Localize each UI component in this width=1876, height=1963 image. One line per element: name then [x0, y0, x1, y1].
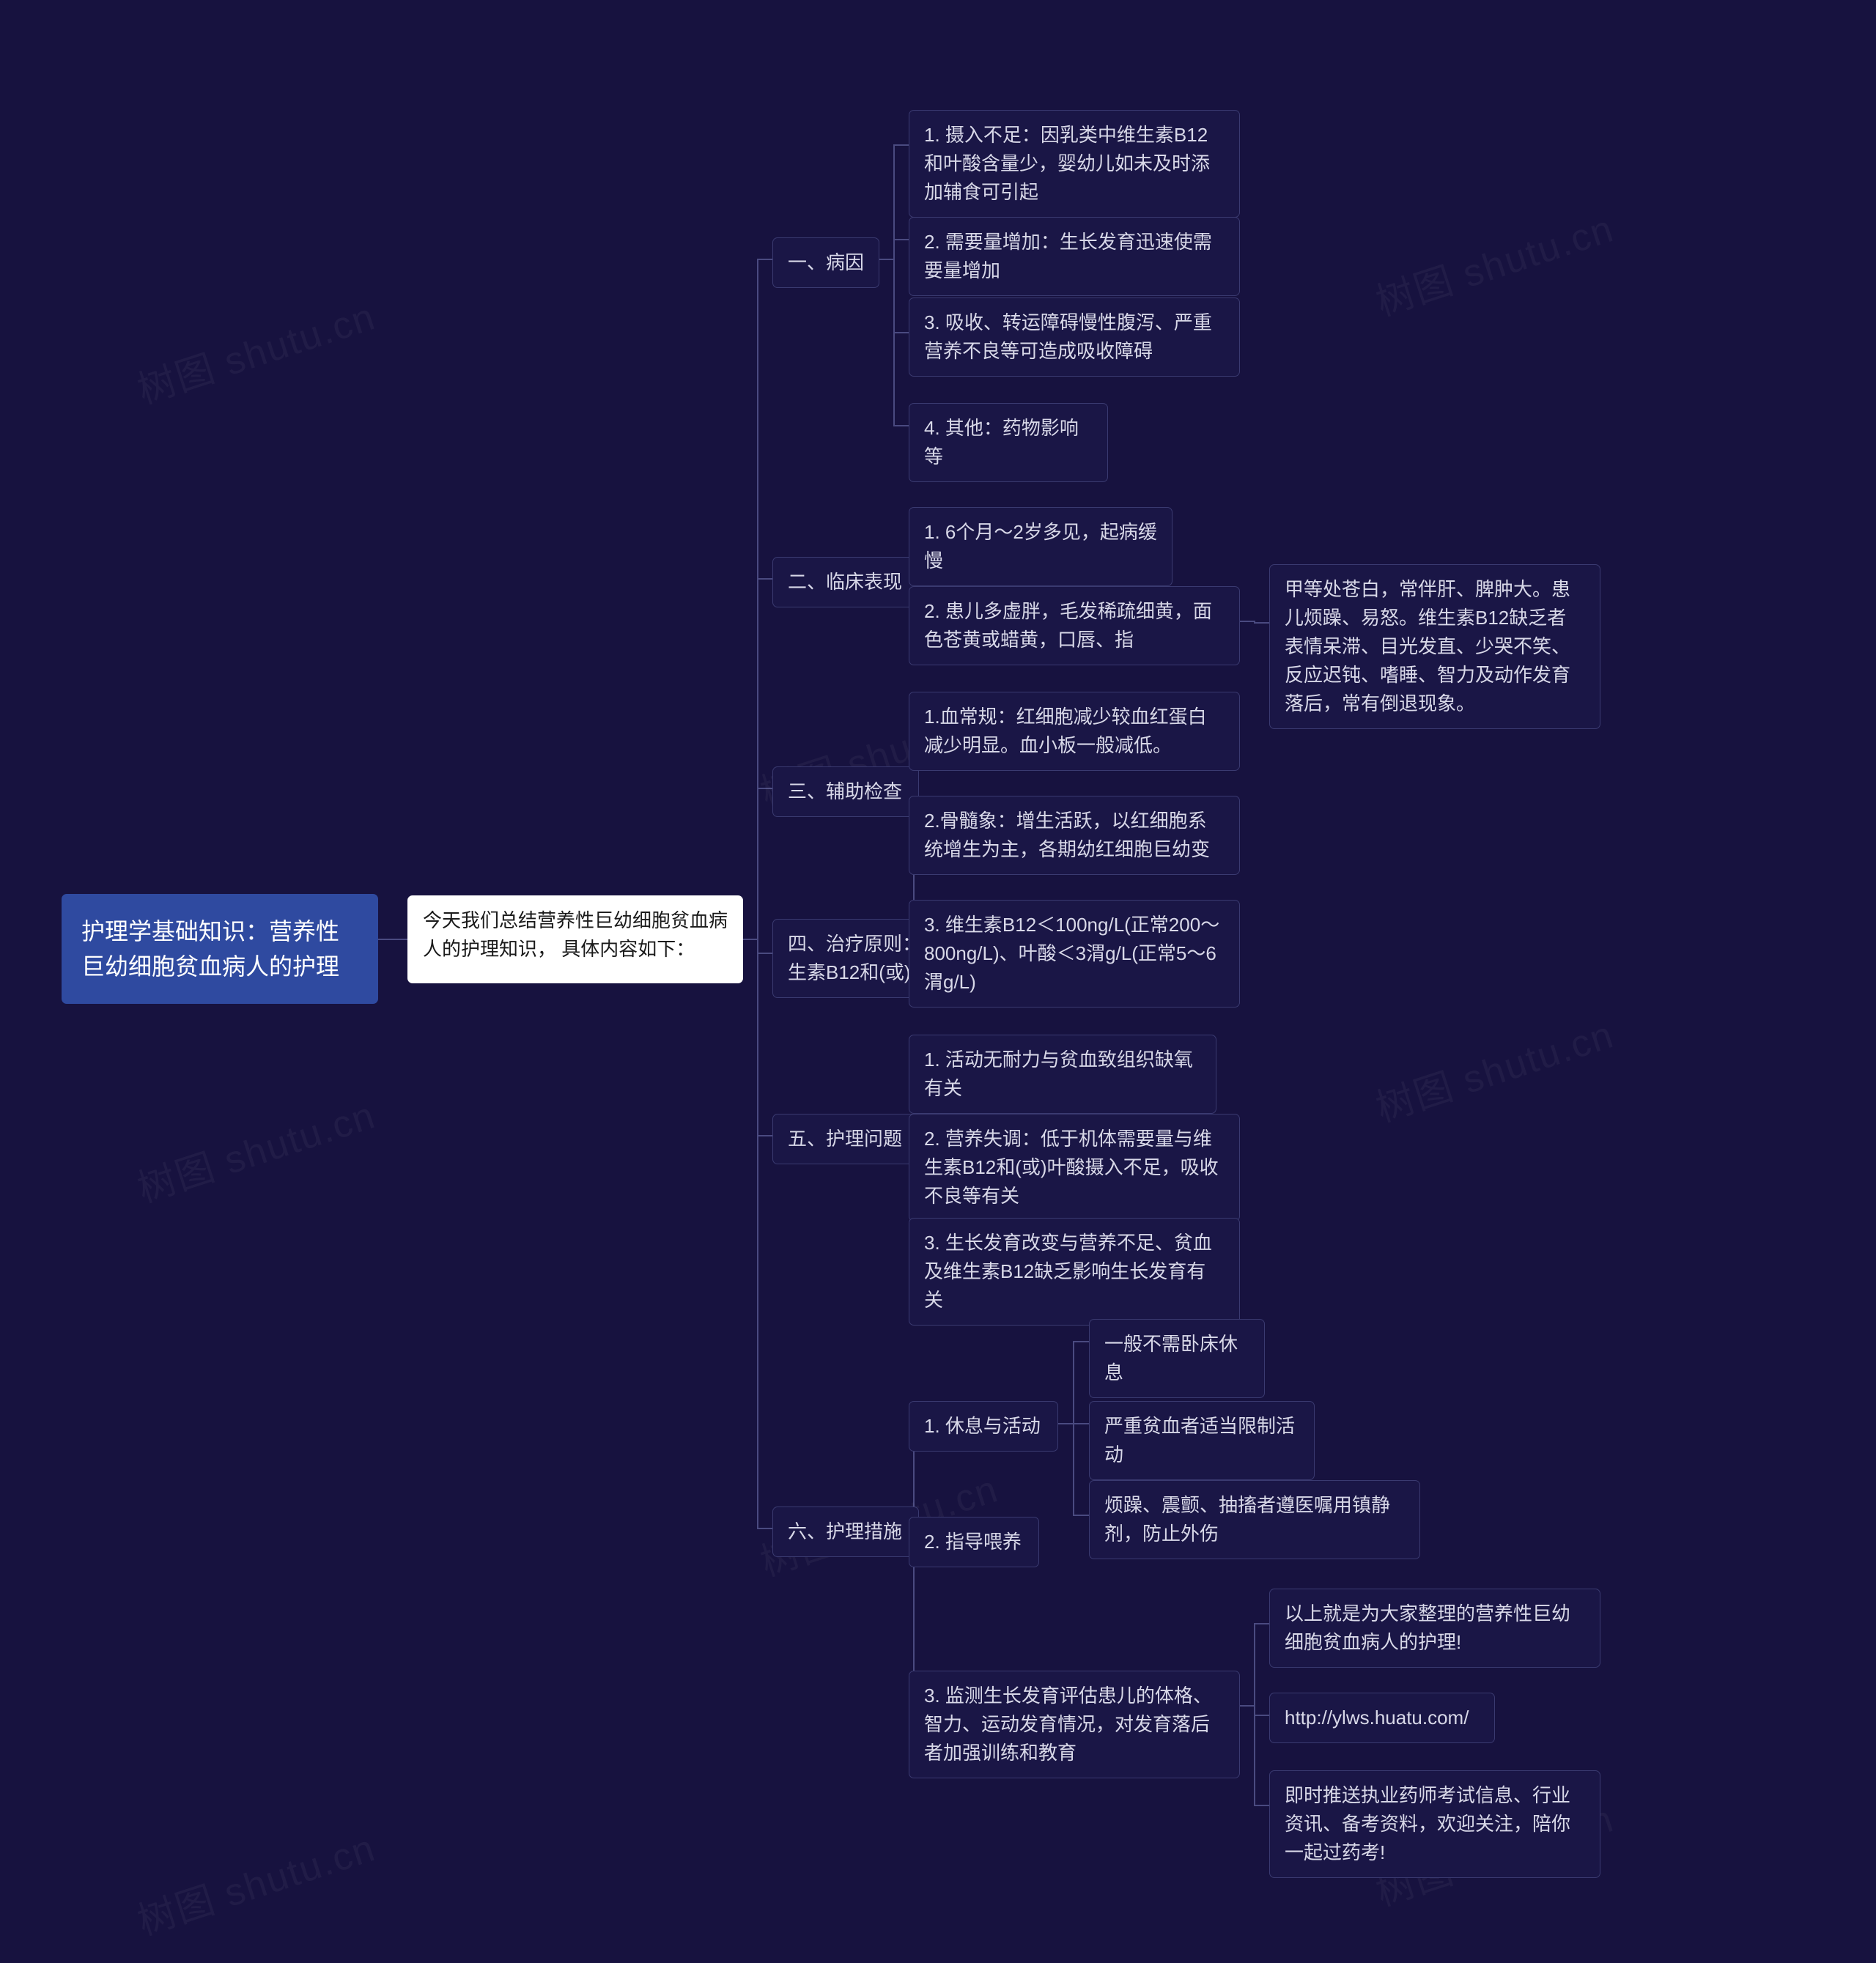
node-s6_3[interactable]: 3. 监测生长发育评估患儿的体格、智力、运动发育情况，对发育落后者加强训练和教育	[909, 1671, 1240, 1778]
edge-intro-s6	[743, 939, 772, 1528]
edge-intro-s4	[743, 939, 772, 953]
edge-s1-s1_2	[879, 240, 909, 259]
watermark: 树图 shutu.cn	[130, 1817, 382, 1945]
watermark: 树图 shutu.cn	[1368, 1004, 1620, 1132]
edge-s6_1-s6_1c	[1058, 1424, 1089, 1515]
node-s3_3[interactable]: 3. 维生素B12＜100ng/L(正常200～800ng/L)、叶酸＜3渭g/…	[909, 900, 1240, 1008]
edge-s1-s1_1	[879, 145, 909, 259]
edge-s6_3-s6_3a	[1240, 1624, 1269, 1706]
node-s1[interactable]: 一、病因	[772, 237, 879, 288]
node-s2[interactable]: 二、临床表现	[772, 557, 919, 607]
node-s6_1b[interactable]: 严重贫血者适当限制活动	[1089, 1401, 1315, 1480]
node-s2_2d[interactable]: 甲等处苍白，常伴肝、脾肿大。患儿烦躁、易怒。维生素B12缺乏者表情呆滞、目光发直…	[1269, 564, 1600, 729]
node-s3[interactable]: 三、辅助检查	[772, 766, 919, 817]
node-s6_1[interactable]: 1. 休息与活动	[909, 1401, 1058, 1452]
node-s5_2[interactable]: 2. 营养失调：低于机体需要量与维生素B12和(或)叶酸摄入不足，吸收不良等有关	[909, 1114, 1240, 1221]
edge-intro-s3	[743, 788, 772, 939]
watermark: 树图 shutu.cn	[130, 286, 382, 414]
edge-intro-s5	[743, 939, 772, 1136]
watermark: 树图 shutu.cn	[130, 1084, 382, 1213]
edge-s1-s1_4	[879, 259, 909, 426]
edge-s6_3-s6_3b	[1240, 1706, 1269, 1715]
node-s6_3b[interactable]: http://ylws.huatu.com/	[1269, 1693, 1495, 1743]
edge-intro-s1	[743, 259, 772, 939]
node-s5_1[interactable]: 1. 活动无耐力与贫血致组织缺氧有关	[909, 1035, 1216, 1114]
node-s6_3a[interactable]: 以上就是为大家整理的营养性巨幼细胞贫血病人的护理!	[1269, 1589, 1600, 1668]
node-s6_1c[interactable]: 烦躁、震颤、抽搐者遵医嘱用镇静剂，防止外伤	[1089, 1480, 1420, 1559]
node-s6[interactable]: 六、护理措施	[772, 1507, 919, 1557]
edge-s2_2-s2_2d	[1240, 621, 1269, 623]
edge-intro-s2	[743, 579, 772, 939]
node-s1_1[interactable]: 1. 摄入不足：因乳类中维生素B12和叶酸含量少，婴幼儿如未及时添加辅食可引起	[909, 110, 1240, 218]
node-s2_1[interactable]: 1. 6个月～2岁多见，起病缓慢	[909, 507, 1172, 586]
node-s6_1a[interactable]: 一般不需卧床休息	[1089, 1319, 1265, 1398]
node-intro[interactable]: 今天我们总结营养性巨幼细胞贫血病人的护理知识， 具体内容如下：	[407, 895, 743, 983]
node-s6_3c[interactable]: 即时推送执业药师考试信息、行业资讯、备考资料，欢迎关注，陪你一起过药考!	[1269, 1770, 1600, 1878]
edge-s1-s1_3	[879, 259, 909, 333]
node-root[interactable]: 护理学基础知识：营养性巨幼细胞贫血病人的护理	[62, 894, 378, 1004]
node-s3_2[interactable]: 2.骨髓象：增生活跃，以红细胞系统增生为主，各期幼红细胞巨幼变	[909, 796, 1240, 875]
edge-s6_1-s6_1a	[1058, 1342, 1089, 1424]
node-s5_3[interactable]: 3. 生长发育改变与营养不足、贫血及维生素B12缺乏影响生长发育有关	[909, 1218, 1240, 1326]
node-s5[interactable]: 五、护理问题	[772, 1114, 919, 1164]
edge-s6_3-s6_3c	[1240, 1706, 1269, 1805]
node-s1_4[interactable]: 4. 其他：药物影响等	[909, 403, 1108, 482]
node-s2_2[interactable]: 2. 患儿多虚胖，毛发稀疏细黄，面色苍黄或蜡黄，口唇、指	[909, 586, 1240, 665]
node-s1_3[interactable]: 3. 吸收、转运障碍慢性腹泻、严重营养不良等可造成吸收障碍	[909, 297, 1240, 377]
watermark: 树图 shutu.cn	[1368, 198, 1620, 326]
node-s1_2[interactable]: 2. 需要量增加：生长发育迅速使需要量增加	[909, 217, 1240, 296]
node-s3_1[interactable]: 1.血常规：红细胞减少较血红蛋白减少明显。血小板一般减低。	[909, 692, 1240, 771]
node-s6_2[interactable]: 2. 指导喂养	[909, 1517, 1039, 1567]
